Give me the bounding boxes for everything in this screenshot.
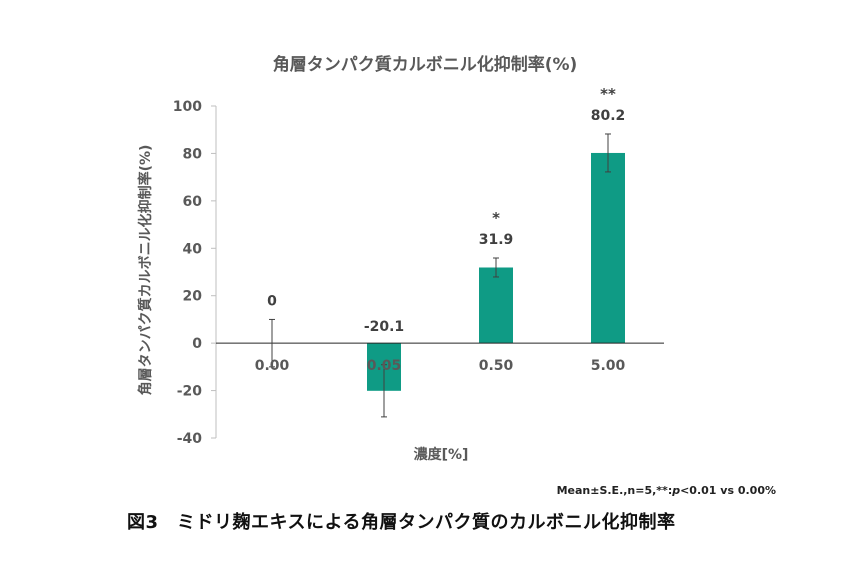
significance-mark: * [492, 209, 500, 227]
chart-title: 角層タンパク質カルボニル化抑制率(%) [273, 54, 578, 75]
footnote: Mean±S.E.,n=5,**:p<0.01 vs 0.00% [557, 484, 776, 497]
y-tick-label: -40 [177, 431, 203, 447]
y-tick-label: 60 [183, 194, 203, 210]
x-tick-label: 5.00 [591, 358, 626, 374]
data-label: 80.2 [591, 108, 626, 124]
footnote-post: <0.01 vs 0.00% [680, 484, 776, 497]
y-tick-label: 80 [183, 146, 203, 162]
footnote-pre: Mean±S.E.,n=5,**: [556, 484, 673, 497]
plot-area: 100 80 60 40 20 0 -20 -40 0.00 0 0.05 -20.1 0.50 31.9… [173, 85, 664, 447]
y-axis-title: 角層タンパク質カルボニル化抑制率(%) [137, 145, 154, 396]
y-tick-label: 40 [183, 241, 203, 257]
figure-caption: 図3 ミドリ麹エキスによる角層タンパク質のカルボニル化抑制率 [127, 512, 676, 533]
data-label: -20.1 [364, 319, 404, 335]
data-label: 31.9 [479, 232, 514, 248]
y-tick-label: 20 [183, 289, 203, 305]
y-tick-label: 0 [192, 336, 202, 352]
x-tick-label: 0.00 [255, 358, 290, 374]
data-label: 0 [267, 293, 277, 309]
y-tick-label: -20 [177, 384, 203, 400]
bar [479, 267, 513, 344]
x-tick-label: 0.50 [479, 358, 514, 374]
significance-mark: ** [600, 85, 616, 103]
bar [591, 152, 625, 344]
y-tick-label: 100 [173, 99, 202, 115]
footnote-italic: p [672, 484, 681, 497]
x-axis-title: 濃度[%] [414, 446, 469, 463]
x-tick-label: 0.05 [367, 358, 402, 374]
